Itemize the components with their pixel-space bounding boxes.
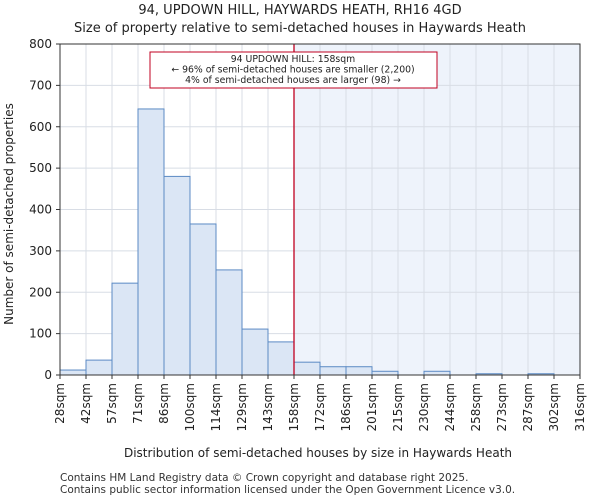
x-tick-label: 172sqm [313, 383, 327, 431]
footer-line-2: Contains public sector information licen… [60, 484, 516, 496]
y-tick-label: 300 [29, 244, 52, 258]
histogram-bar [423, 370, 451, 376]
histogram-bar [215, 269, 243, 376]
histogram-bar [189, 223, 217, 376]
histogram-bar [241, 328, 269, 376]
y-tick-label: 0 [44, 368, 52, 382]
x-tick-label: 143sqm [261, 383, 275, 431]
x-tick-label: 244sqm [443, 383, 457, 431]
x-tick-label: 28sqm [53, 383, 67, 424]
x-tick-label: 86sqm [157, 383, 171, 424]
annotation-line: ← 96% of semi-detached houses are smalle… [171, 65, 414, 76]
annotation-line: 4% of semi-detached houses are larger (9… [185, 75, 401, 86]
y-tick-label: 600 [29, 120, 52, 134]
footer: Contains HM Land Registry data © Crown c… [60, 472, 515, 496]
chart-subtitle: Size of property relative to semi-detach… [74, 21, 526, 36]
histogram-bar [85, 359, 113, 376]
histogram-bar [137, 108, 165, 376]
annotation-box [149, 51, 438, 89]
footer-line-1: Contains HM Land Registry data © Crown c… [60, 472, 469, 484]
y-axis-label: Number of semi-detached properties [2, 103, 16, 325]
annotation-line: 94 UPDOWN HILL: 158sqm [231, 54, 356, 65]
histogram-chart: 0 100 200 300 400 500 600 700 800 28sqm 42sqm 57sq… [2, 37, 587, 460]
chart-title: 94, UPDOWN HILL, HAYWARDS HEATH, RH16 4G… [138, 3, 462, 18]
x-tick-label: 100sqm [183, 383, 197, 431]
x-tick-label: 114sqm [209, 383, 223, 431]
x-tick-label: 258sqm [469, 383, 483, 431]
y-tick-label: 400 [29, 203, 52, 217]
y-tick-label: 700 [29, 78, 52, 92]
x-tick-label: 201sqm [365, 383, 379, 431]
x-tick-label: 287sqm [521, 383, 535, 431]
x-tick-label: 230sqm [417, 383, 431, 431]
y-tick-label: 200 [29, 285, 52, 299]
x-tick-label: 129sqm [235, 383, 249, 431]
x-tick-label: 316sqm [573, 383, 587, 431]
x-tick-label: 42sqm [79, 383, 93, 424]
y-tick-label: 800 [29, 37, 52, 51]
histogram-bar [111, 282, 139, 376]
x-tick-label: 273sqm [495, 383, 509, 431]
histogram-bar [371, 370, 399, 376]
x-tick-label: 302sqm [547, 383, 561, 431]
x-tick-label: 71sqm [131, 383, 145, 424]
x-axis-label: Distribution of semi-detached houses by … [124, 446, 512, 460]
y-tick-label: 100 [29, 327, 52, 341]
histogram-bar [267, 341, 295, 376]
y-tick-label: 500 [29, 161, 52, 175]
histogram-bar [59, 369, 87, 376]
histogram-bar [293, 361, 321, 376]
x-tick-label: 215sqm [391, 383, 405, 431]
histogram-bar [345, 366, 373, 376]
histogram-bar [163, 175, 191, 376]
chart-title-block: 94, UPDOWN HILL, HAYWARDS HEATH, RH16 4G… [0, 2, 600, 38]
x-tick-label: 186sqm [339, 383, 353, 431]
x-tick-label: 158sqm [287, 383, 301, 431]
histogram-bar [319, 366, 347, 376]
x-tick-label: 57sqm [105, 383, 119, 424]
